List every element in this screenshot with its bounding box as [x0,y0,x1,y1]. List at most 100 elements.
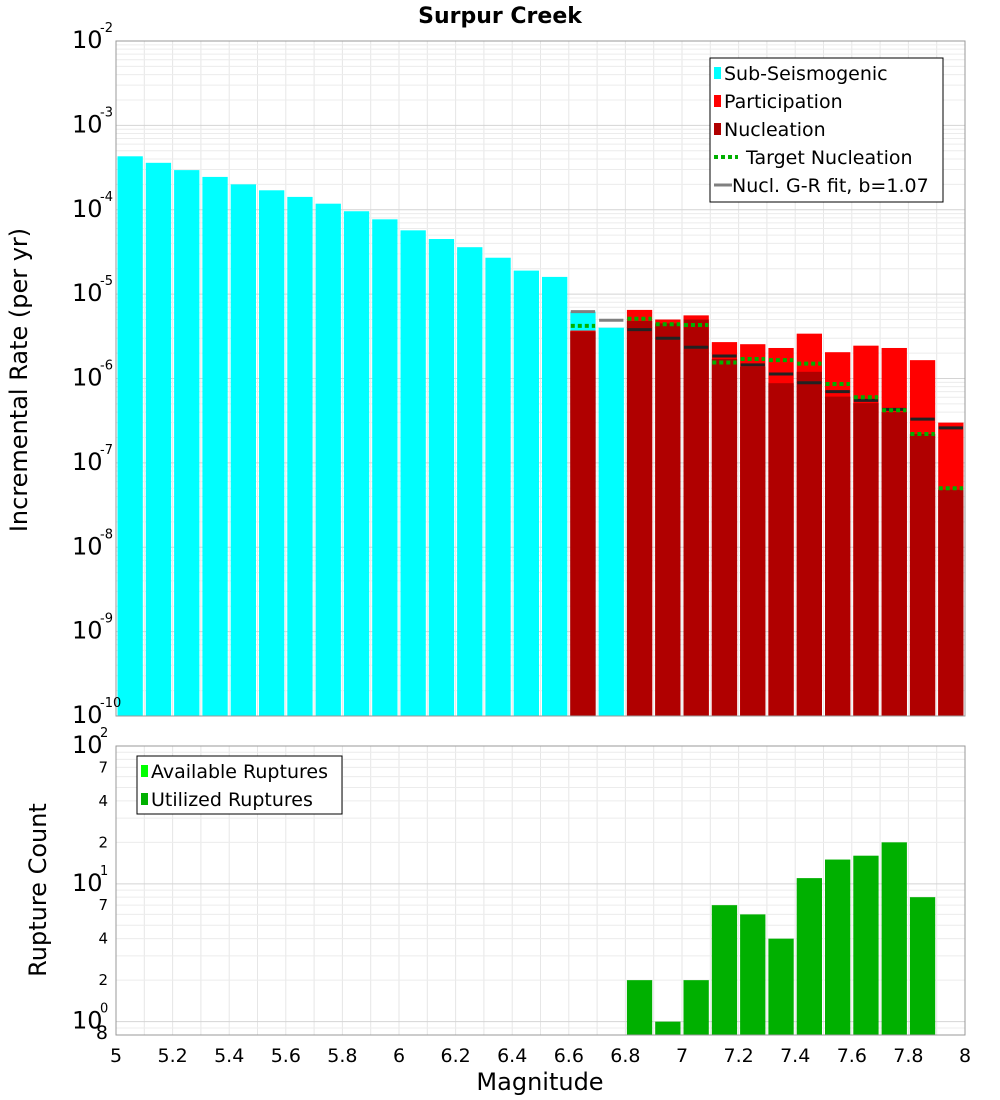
top-y-tick-exponent: -9 [100,612,113,627]
top-y-tick-label: 10 [72,110,103,138]
x-tick-label: 6.6 [554,1045,584,1067]
top-y-tick-exponent: -7 [100,443,113,458]
top-y-tick-label: 10 [72,364,103,392]
sub-seismogenic-bar [457,247,483,716]
x-tick-label: 5 [110,1045,122,1067]
bottom-y-minor-label: 2 [98,833,108,851]
bottom-y-minor-label: 2 [98,971,108,989]
bottom-y-tick-exponent: 1 [100,864,108,879]
nucleation-bar [768,383,794,716]
sub-seismogenic-bar [372,219,398,717]
plot-frame [115,745,966,1036]
top-legend [709,57,944,203]
x-tick-label: 7.2 [723,1045,753,1067]
top-y-tick-label: 10 [72,701,103,729]
x-tick-label: 5.2 [157,1045,187,1067]
x-tick-label: 7.8 [893,1045,923,1067]
top-y-tick-exponent: -8 [100,527,113,542]
nucleation-bar [825,396,851,716]
utilized-ruptures-bar [626,980,653,1035]
sub-seismogenic-bar [598,327,624,716]
sub-seismogenic-bar [542,276,568,716]
chart-title: Surpur Creek [418,4,583,29]
utilized-ruptures-bar [768,938,794,1035]
utilized-ruptures-bar [683,980,709,1035]
legend-swatch [141,765,148,777]
nucleation-bar [626,321,653,716]
legend-label: Target Nucleation [745,147,913,169]
legend-swatch [714,95,721,107]
utilized-ruptures-bar [711,905,738,1035]
sub-seismogenic-bar [287,196,313,717]
sub-seismogenic-bar [259,190,285,716]
legend-label: Sub-Seismogenic [724,63,888,85]
bottom-y-tick-label: 10 [72,869,103,897]
bottom-y-minor-label: 8 [96,1022,108,1044]
legend-label: Available Ruptures [151,761,328,783]
nucleation-bar [796,371,822,716]
bottom-y-tick-exponent: 2 [100,726,108,741]
top-y-tick-exponent: -3 [100,105,113,120]
x-tick-label: 8 [959,1045,971,1067]
nucleation-bar [881,412,907,716]
x-tick-label: 6.8 [610,1045,640,1067]
top-y-tick-exponent: -4 [100,190,113,205]
legend-label: Participation [724,91,843,113]
top-y-tick-label: 10 [72,448,103,476]
top-y-tick-exponent: -6 [100,359,113,374]
sub-seismogenic-bar [428,239,455,716]
utilized-ruptures-bar [825,859,851,1035]
top-y-tick-exponent: -10 [100,696,121,711]
sub-seismogenic-bar [513,270,539,716]
x-tick-label: 7.4 [780,1045,810,1067]
nucleation-bar [909,433,936,716]
x-tick-label: 5.8 [327,1045,357,1067]
x-tick-label: 7 [676,1045,688,1067]
plot-frame [115,40,966,717]
nucleation-bar [711,359,738,716]
x-tick-label: 6.2 [440,1045,470,1067]
legend-label: Nucl. G-R fit, b=1.07 [732,175,929,197]
top-y-tick-label: 10 [72,26,103,54]
sub-seismogenic-bar [315,203,341,717]
utilized-ruptures-bar [655,1021,681,1035]
sub-seismogenic-bar [145,162,172,716]
x-tick-label: 6 [393,1045,405,1067]
x-axis-label: Magnitude [476,1068,603,1096]
top-y-tick-label: 10 [72,617,103,645]
nucleation-bar [938,489,964,716]
nucleation-bar [853,403,879,716]
sub-seismogenic-bar [202,176,228,716]
utilized-ruptures-bar [740,914,766,1035]
bottom-y-minor-label: 4 [98,930,108,948]
nucleation-bar [740,366,766,716]
legend-swatch [714,67,721,79]
nucleation-bar [570,331,596,716]
sub-seismogenic-bar [230,184,256,717]
x-tick-label: 6.4 [497,1045,527,1067]
x-tick-label: 5.4 [214,1045,244,1067]
bottom-legend [136,755,343,815]
legend-swatch [141,793,148,805]
sub-seismogenic-bar [400,230,426,716]
top-y-tick-exponent: -2 [100,21,113,36]
sub-seismogenic-bar [343,211,370,717]
legend-swatch [714,123,721,135]
top-plot: 10-1010-910-810-710-610-510-410-310-2Sub… [72,21,966,729]
bottom-y-tick-label: 10 [72,1007,103,1035]
top-y-tick-label: 10 [72,195,103,223]
bottom-y-tick-label: 10 [72,731,103,759]
x-tick-label: 5.6 [271,1045,301,1067]
sub-seismogenic-bar [174,170,200,716]
sub-seismogenic-bar [485,257,511,716]
bottom-y-axis-label: Rupture Count [24,803,52,977]
sub-seismogenic-bar [117,156,143,717]
utilized-ruptures-bar [853,855,879,1035]
bottom-y-minor-label: 4 [98,792,108,810]
bottom-y-minor-label: 7 [98,896,108,914]
bottom-y-tick-exponent: 0 [100,1002,108,1017]
x-tick-label: 7.6 [837,1045,867,1067]
legend-label: Utilized Ruptures [151,789,313,811]
top-y-tick-exponent: -5 [100,274,113,289]
